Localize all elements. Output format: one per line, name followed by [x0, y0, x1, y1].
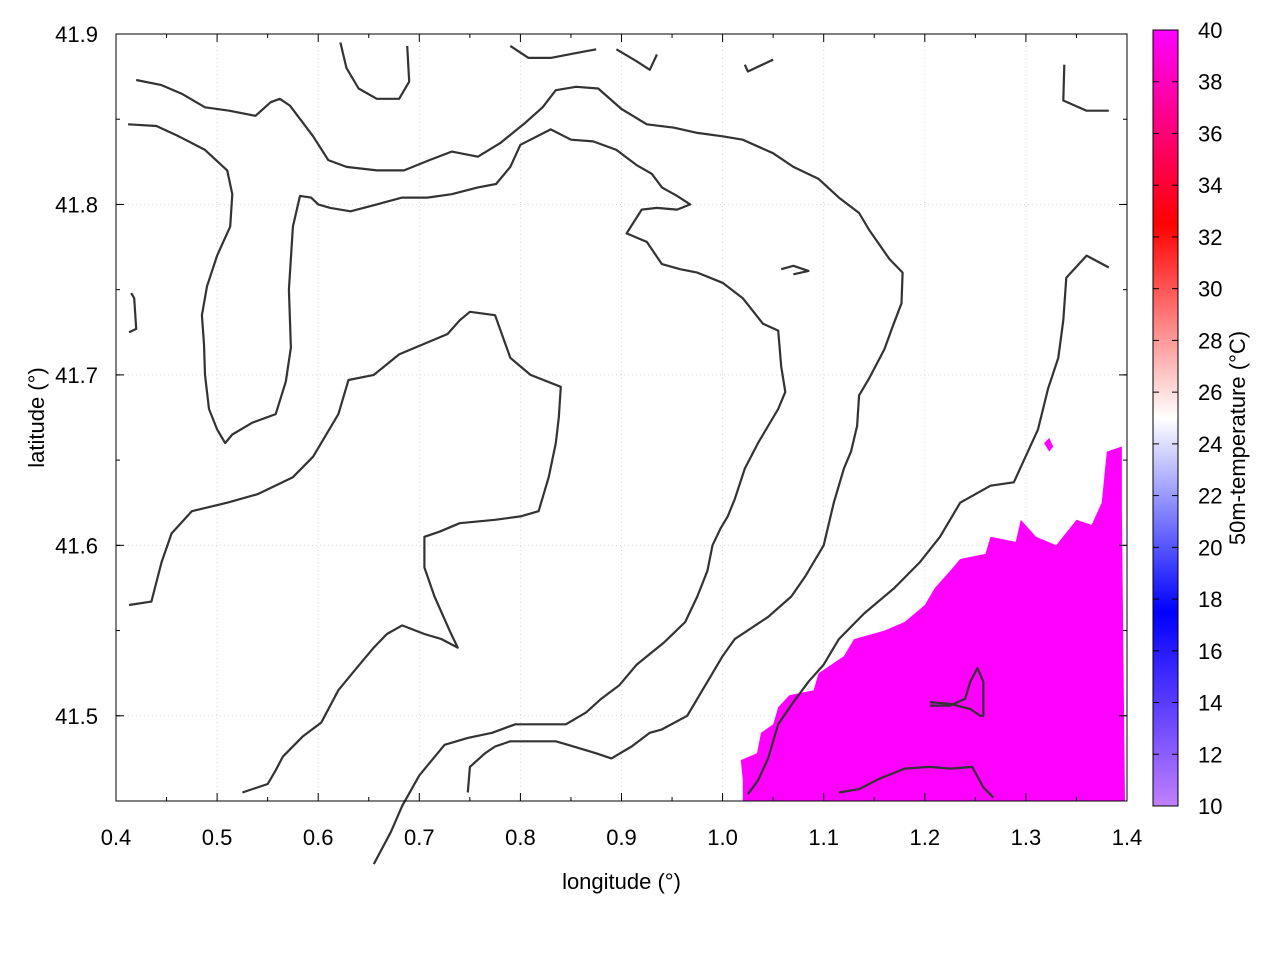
grid-lines: [116, 34, 1127, 801]
colorbar-tick-label: 36: [1198, 121, 1222, 146]
x-tick-label: 0.9: [606, 825, 637, 850]
colorbar-tick-label: 14: [1198, 691, 1222, 716]
colorbar-tick-label: 20: [1198, 535, 1222, 560]
colorbar: [1152, 29, 1179, 807]
contour-line: [135, 78, 904, 793]
x-tick-label: 0.4: [101, 825, 132, 850]
colorbar-ticks: 10 12 14 16 18 20 22 24 26 28 30 32 34 36 38 40: [1153, 18, 1222, 819]
colorbar-tick-label: 40: [1198, 18, 1222, 43]
contour-line: [780, 264, 810, 276]
y-tick-label: 41.7: [55, 363, 98, 388]
x-tick-label: 0.5: [202, 825, 233, 850]
colorbar-tick-label: 18: [1198, 587, 1222, 612]
y-tick-label: 41.9: [55, 22, 98, 47]
y-tick-label: 41.8: [55, 192, 98, 217]
colorbar-tick-label: 24: [1198, 432, 1222, 457]
contour-line: [509, 44, 597, 60]
x-tick-label: 1.1: [808, 825, 839, 850]
colorbar-tick-label: 26: [1198, 380, 1222, 405]
y-axis-label: latitude (°): [24, 367, 49, 468]
contour-line: [838, 765, 995, 799]
x-tick-label: 0.8: [505, 825, 536, 850]
colorbar-tick-label: 10: [1198, 794, 1222, 819]
contour-line: [339, 42, 411, 100]
x-axis-label: longitude (°): [562, 869, 681, 894]
x-tick-label: 0.7: [404, 825, 435, 850]
contour-line: [128, 310, 562, 794]
colorbar-tick-label: 28: [1198, 328, 1222, 353]
contour-line: [929, 666, 985, 717]
y-tick-label: 41.6: [55, 533, 98, 558]
contour-lines: [128, 42, 1110, 865]
colorbar-tick-label: 16: [1198, 639, 1222, 664]
y-tick-label: 41.5: [55, 704, 98, 729]
contour-line: [747, 254, 1110, 795]
colorbar-tick-label: 12: [1198, 742, 1222, 767]
temperature-field: [740, 438, 1125, 801]
x-tick-label: 1.4: [1112, 825, 1143, 850]
axis-ticks: 0.4 0.5 0.6 0.7 0.8 0.9 1.0 1.1 1.2 1.3 1.4 41.5 41.…: [55, 22, 1142, 850]
x-tick-label: 1.0: [707, 825, 738, 850]
hot-region-spot: [1044, 438, 1054, 452]
contour-line: [743, 58, 774, 73]
contour-line: [128, 292, 138, 334]
colorbar-tick-label: 32: [1198, 225, 1222, 250]
colorbar-tick-label: 30: [1198, 277, 1222, 302]
x-tick-label: 1.3: [1011, 825, 1042, 850]
colorbar-tick-label: 34: [1198, 173, 1222, 198]
colorbar-tick-label: 38: [1198, 70, 1222, 95]
colorbar-tick-label: 22: [1198, 484, 1222, 509]
x-tick-label: 0.6: [303, 825, 334, 850]
contour-line: [615, 48, 658, 71]
contour-line: [128, 123, 787, 865]
contour-line: [1062, 64, 1109, 112]
hot-region: [740, 446, 1125, 801]
colorbar-label: 50m-temperature (°C): [1225, 331, 1250, 545]
x-tick-label: 1.2: [910, 825, 941, 850]
